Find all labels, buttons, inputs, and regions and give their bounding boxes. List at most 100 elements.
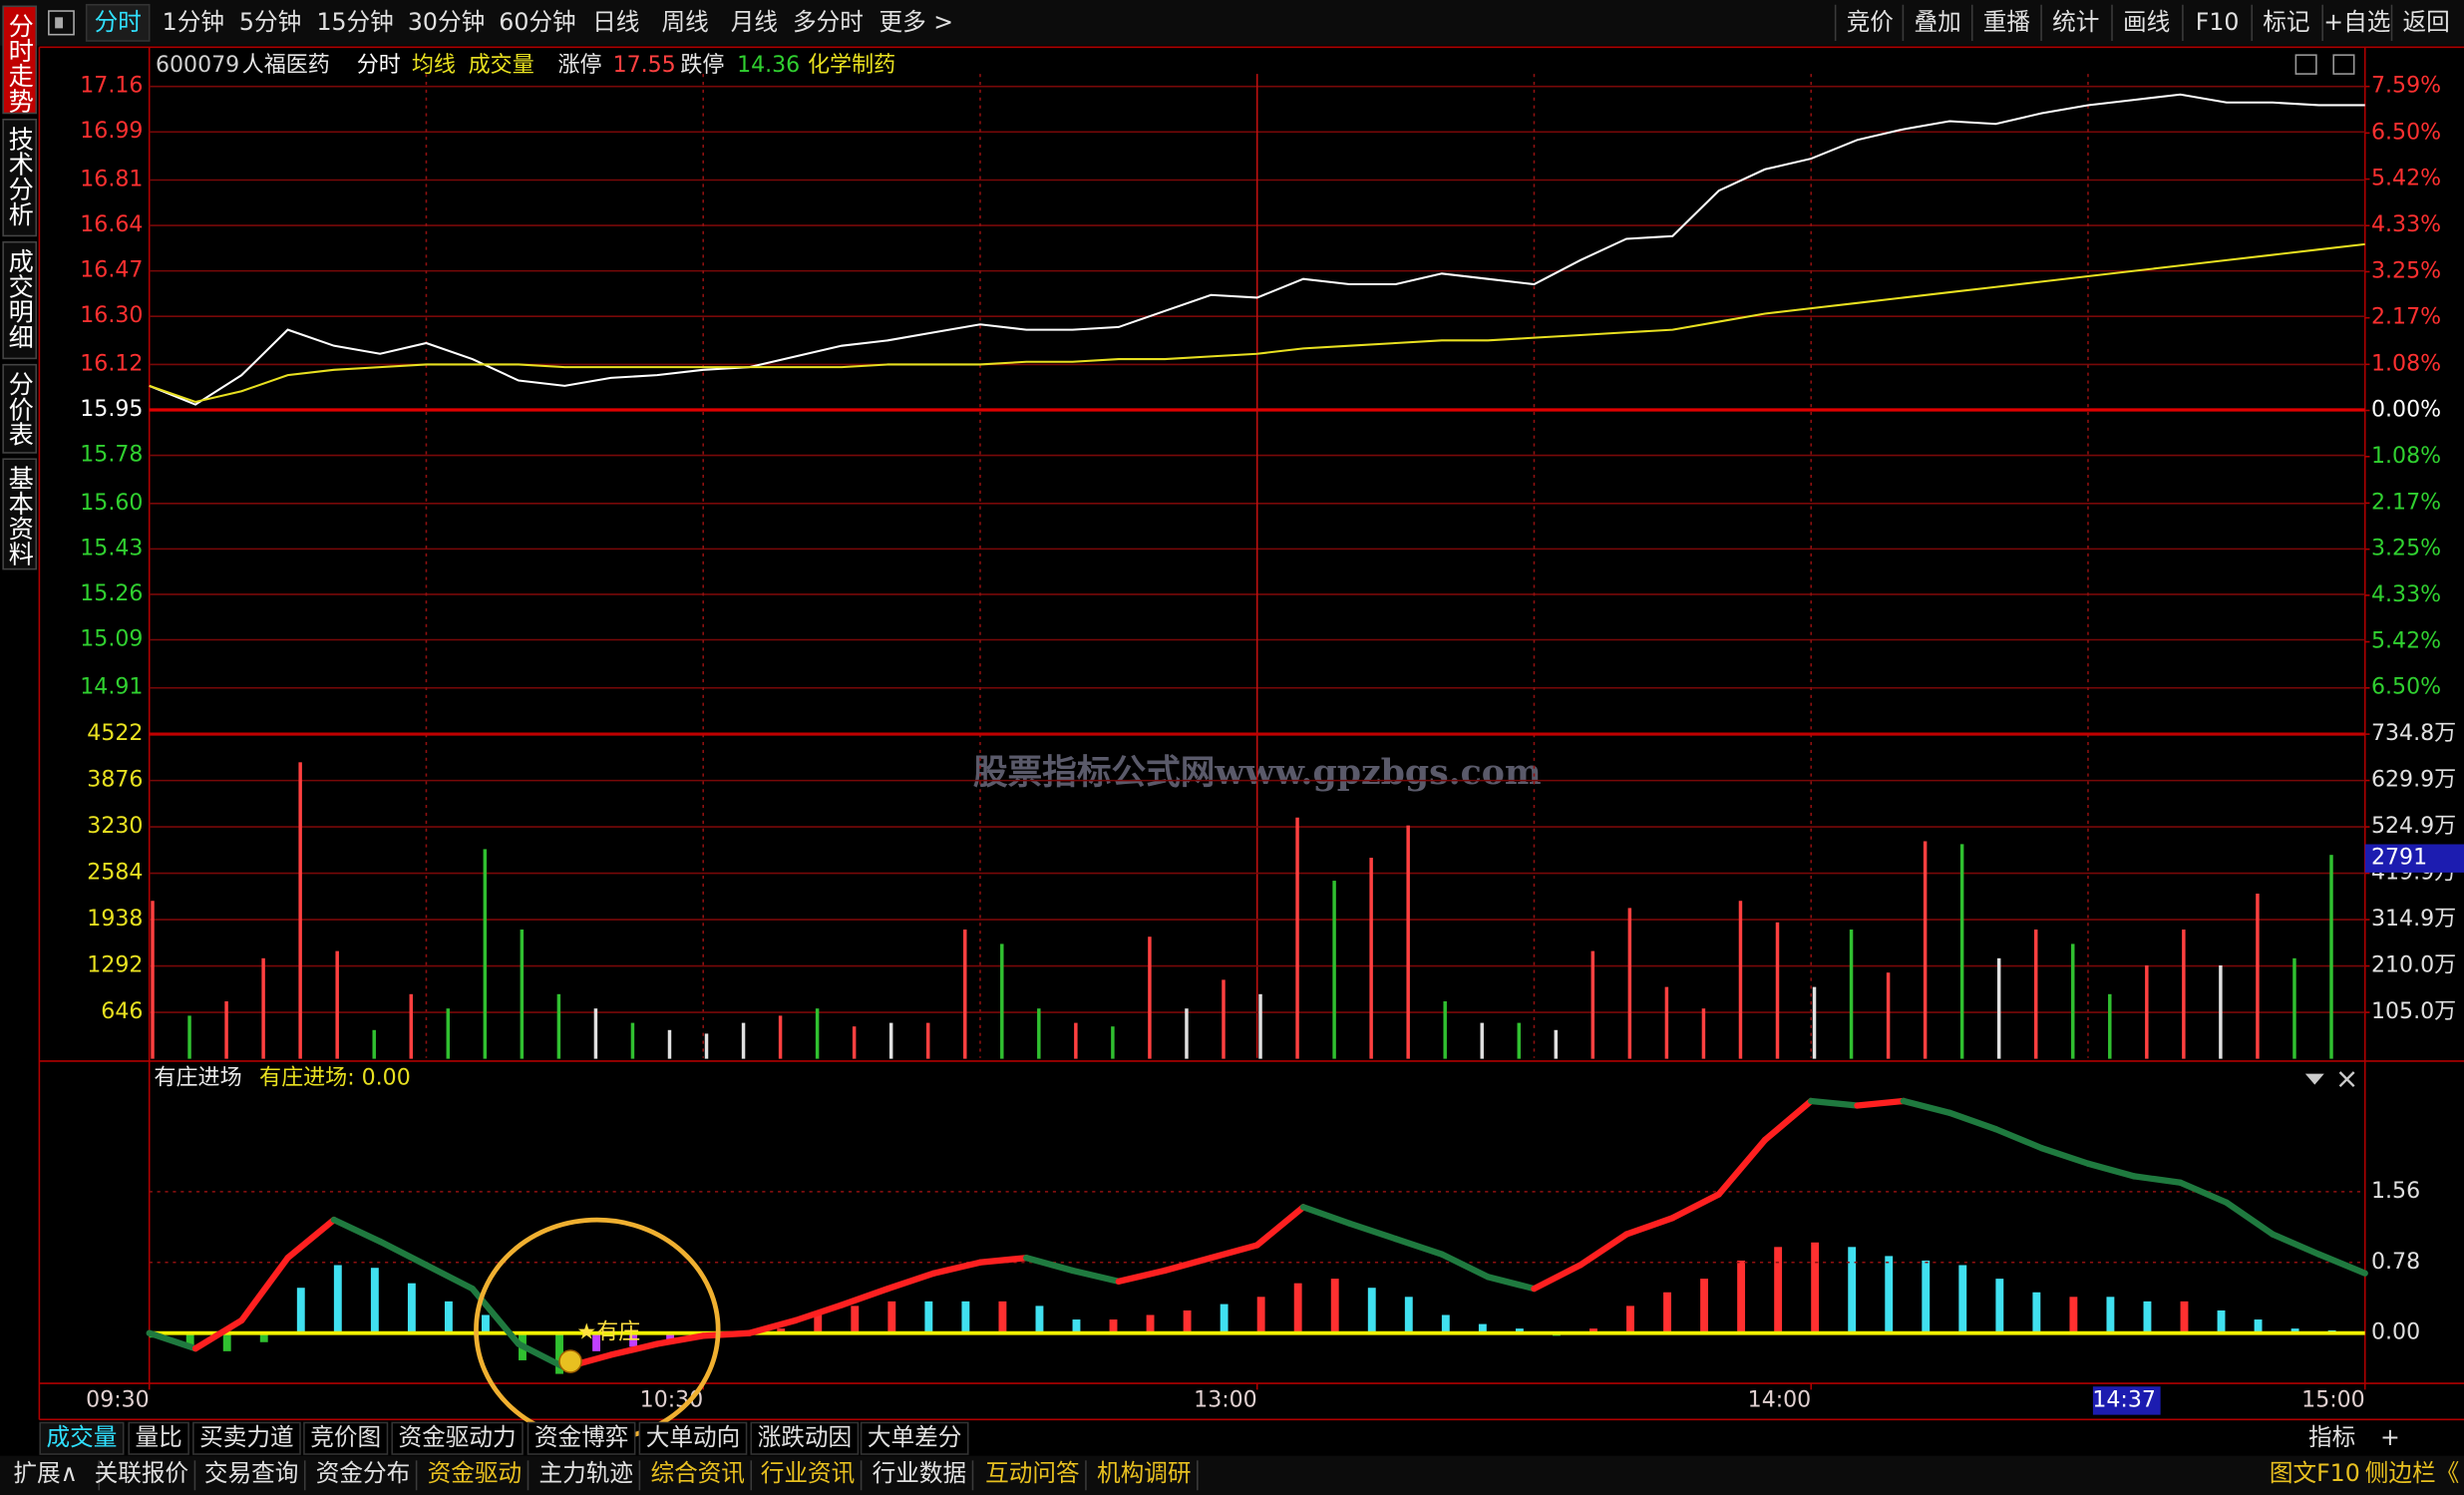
indicator-bar bbox=[482, 1314, 490, 1333]
close-icon[interactable] bbox=[2338, 1071, 2355, 1088]
status-item[interactable]: 关联报价 bbox=[95, 1459, 188, 1487]
y2-tick-label: 2.17% bbox=[2371, 305, 2441, 330]
toolbar-button[interactable]: 统计 bbox=[2052, 8, 2099, 36]
status-item[interactable]: 互动问答 bbox=[985, 1459, 1079, 1487]
toolbar-item[interactable]: 月线 bbox=[731, 8, 778, 36]
status-item[interactable]: 资金分布 bbox=[316, 1459, 410, 1487]
bottom-tab[interactable]: 涨跌动因 bbox=[758, 1423, 852, 1451]
y2-tick-label: 314.9万 bbox=[2371, 907, 2456, 932]
indicator-bar bbox=[370, 1268, 379, 1333]
panel-icon[interactable] bbox=[2294, 54, 2317, 75]
panel-icon[interactable] bbox=[2332, 54, 2355, 75]
indicator-line bbox=[653, 1332, 707, 1347]
side-tab[interactable]: 成交明细 bbox=[5, 248, 34, 349]
y-tick-label: 3876 bbox=[87, 768, 143, 793]
toolbar-item[interactable]: 60分钟 bbox=[499, 8, 575, 36]
indicator-bar bbox=[1885, 1256, 1894, 1333]
status-item[interactable]: 行业数据 bbox=[873, 1459, 966, 1487]
toolbar-item[interactable]: 30分钟 bbox=[408, 8, 485, 36]
toolbar-item[interactable]: 5分钟 bbox=[239, 8, 301, 36]
toolbar-item[interactable]: 日线 bbox=[592, 8, 639, 36]
toolbar-button[interactable]: 叠加 bbox=[1914, 8, 1960, 36]
volume-bar bbox=[2182, 930, 2186, 1059]
indicator-line bbox=[1992, 1125, 2045, 1152]
toolbar-button[interactable]: 重播 bbox=[1983, 8, 2031, 36]
toolbar-button[interactable]: +自选 bbox=[2323, 8, 2390, 36]
side-tab[interactable]: 分时走势 bbox=[5, 13, 34, 114]
bottom-tab[interactable]: 竞价图 bbox=[310, 1423, 381, 1451]
volume-bar bbox=[1849, 930, 1854, 1059]
volume-bar bbox=[151, 901, 155, 1059]
indicator-line bbox=[2131, 1173, 2184, 1186]
sector: 化学制药 bbox=[808, 53, 895, 78]
bottom-tab[interactable]: 大单动向 bbox=[646, 1423, 740, 1451]
bottom-tab-button[interactable]: + bbox=[2380, 1423, 2400, 1451]
indicator-bar bbox=[814, 1314, 823, 1333]
indicator-line bbox=[191, 1316, 245, 1352]
toolbar-button[interactable]: F10 bbox=[2196, 8, 2240, 36]
indicator-line bbox=[1808, 1097, 1861, 1109]
indicator-line bbox=[1115, 1267, 1169, 1286]
side-tab-bg bbox=[2, 363, 38, 454]
status-item[interactable]: 综合资讯 bbox=[650, 1459, 744, 1487]
toolbar-item[interactable]: 多分时 bbox=[793, 8, 864, 36]
volume-bar bbox=[888, 1022, 893, 1059]
indicator-line bbox=[607, 1340, 661, 1358]
indicator-bar bbox=[777, 1328, 786, 1333]
volume-bar bbox=[1332, 881, 1336, 1059]
indicator-line bbox=[2038, 1145, 2092, 1167]
indicator-bar bbox=[407, 1283, 416, 1333]
menu-icon[interactable] bbox=[48, 10, 75, 36]
bottom-tab[interactable]: 量比 bbox=[136, 1423, 182, 1451]
bottom-tab[interactable]: 成交量 bbox=[47, 1423, 118, 1451]
indicator-bar bbox=[1330, 1279, 1339, 1333]
y-tick-label: 16.12 bbox=[80, 351, 143, 376]
y2-tick-label: 6.50% bbox=[2371, 120, 2441, 145]
y2-tick-label: 3.25% bbox=[2371, 537, 2441, 561]
bottom-tab[interactable]: 大单差分 bbox=[868, 1423, 961, 1451]
status-item[interactable]: 机构调研 bbox=[1097, 1459, 1191, 1487]
bottom-tab[interactable]: 资金博弈 bbox=[534, 1423, 628, 1451]
status-item[interactable]: 扩展∧ bbox=[13, 1459, 78, 1487]
indicator-line bbox=[1900, 1097, 1953, 1116]
indicator-bar bbox=[185, 1332, 194, 1347]
y2-tick-label: 3.25% bbox=[2371, 258, 2441, 283]
status-item[interactable]: 图文F10 bbox=[2270, 1459, 2360, 1487]
toolbar-item[interactable]: 15分钟 bbox=[316, 8, 393, 36]
indicator-bar bbox=[1404, 1297, 1413, 1333]
volume-bar bbox=[963, 930, 967, 1059]
indicator-line bbox=[2177, 1179, 2230, 1206]
status-item[interactable]: 资金驱动 bbox=[428, 1459, 522, 1487]
bottom-tab[interactable]: 买卖力道 bbox=[199, 1423, 293, 1451]
y-tick-label: 15.78 bbox=[80, 443, 143, 468]
toolbar-item[interactable]: 周线 bbox=[661, 8, 708, 36]
bottom-tab-button[interactable]: 指标 bbox=[2308, 1423, 2355, 1451]
indicator-bar bbox=[998, 1301, 1007, 1333]
volume-bar bbox=[446, 1008, 451, 1059]
status-item[interactable]: 侧边栏《 bbox=[2365, 1459, 2459, 1487]
volume-bar bbox=[2071, 943, 2075, 1059]
indicator-bar bbox=[1922, 1260, 1931, 1333]
toolbar-item[interactable]: 更多 > bbox=[879, 8, 953, 36]
toolbar-button[interactable]: 标记 bbox=[2263, 8, 2309, 36]
indicator-bar bbox=[1774, 1247, 1783, 1333]
side-tab[interactable]: 技术分析 bbox=[5, 126, 34, 226]
volume-bar bbox=[1222, 979, 1226, 1059]
indicator-bar bbox=[2217, 1309, 2226, 1333]
toolbar-item[interactable]: 分时 bbox=[95, 8, 142, 36]
y-tick-label: 17.16 bbox=[80, 74, 143, 99]
toolbar-button[interactable]: 返回 bbox=[2403, 8, 2450, 36]
bottom-tab[interactable]: 资金驱动力 bbox=[399, 1423, 517, 1451]
volume-bar bbox=[1996, 957, 2001, 1059]
toolbar-button[interactable]: 竞价 bbox=[1847, 8, 1894, 36]
toolbar-button[interactable]: 画线 bbox=[2123, 8, 2170, 36]
status-item[interactable]: 行业资讯 bbox=[761, 1459, 855, 1487]
indicator-bar bbox=[1995, 1279, 2004, 1333]
side-tab[interactable]: 分价表 bbox=[5, 371, 34, 447]
status-item[interactable]: 交易查询 bbox=[204, 1459, 298, 1487]
dropdown-icon[interactable] bbox=[2304, 1073, 2324, 1085]
side-tab[interactable]: 基本资料 bbox=[5, 466, 34, 566]
volume-bar bbox=[1185, 1008, 1189, 1059]
status-item[interactable]: 主力轨迹 bbox=[539, 1459, 633, 1487]
toolbar-item[interactable]: 1分钟 bbox=[163, 8, 224, 36]
